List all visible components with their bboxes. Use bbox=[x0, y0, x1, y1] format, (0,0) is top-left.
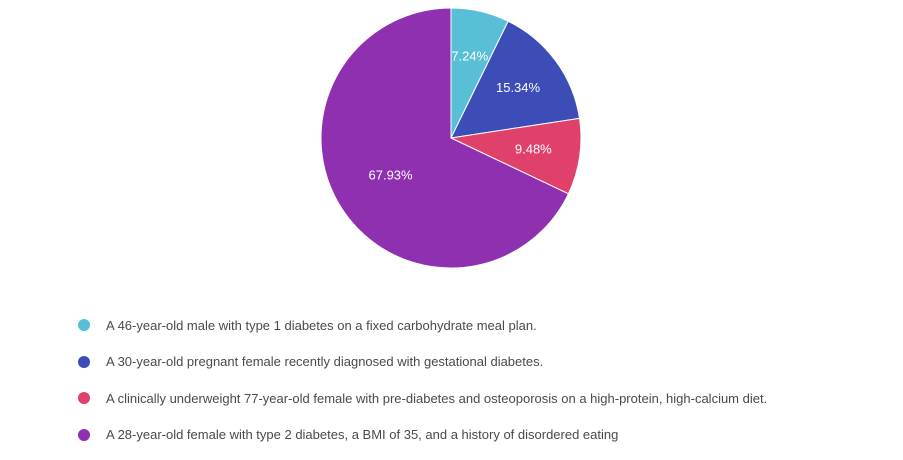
legend-marker-icon bbox=[78, 355, 90, 368]
pie-slice-2[interactable] bbox=[450, 20, 581, 139]
legend-item-4[interactable]: A 28-year-old female with type 2 diabete… bbox=[78, 424, 878, 446]
pie-slice-4[interactable] bbox=[320, 7, 570, 269]
legend-label: A 46-year-old male with type 1 diabetes … bbox=[106, 317, 537, 333]
legend-label: A 28-year-old female with type 2 diabete… bbox=[106, 427, 619, 442]
pie-slice-label-4: 67.93% bbox=[369, 168, 414, 183]
legend-marker-icon bbox=[78, 392, 90, 404]
legend-marker-icon bbox=[78, 319, 90, 331]
pie-slice-label-3: 9.48% bbox=[515, 142, 552, 157]
pie-slice-3[interactable] bbox=[449, 117, 582, 195]
legend-item-1[interactable]: A 46-year-old male with type 1 diabetes … bbox=[78, 314, 878, 336]
legend-item-3[interactable]: A clinically underweight 77-year-old fem… bbox=[78, 387, 878, 409]
pie-slice-label-1: 7.24% bbox=[451, 48, 488, 63]
pie-svg: 7.24% 15.34% 9.48% 67.93% bbox=[320, 7, 582, 269]
legend-item-2[interactable]: A 30-year-old pregnant female recently d… bbox=[78, 351, 878, 373]
legend-label: A 30-year-old pregnant female recently d… bbox=[106, 354, 544, 369]
legend: A 46-year-old male with type 1 diabetes … bbox=[78, 314, 878, 460]
pie-slice-label-2: 15.34% bbox=[496, 80, 541, 95]
legend-label: A clinically underweight 77-year-old fem… bbox=[106, 390, 768, 406]
legend-marker-icon bbox=[78, 428, 90, 441]
